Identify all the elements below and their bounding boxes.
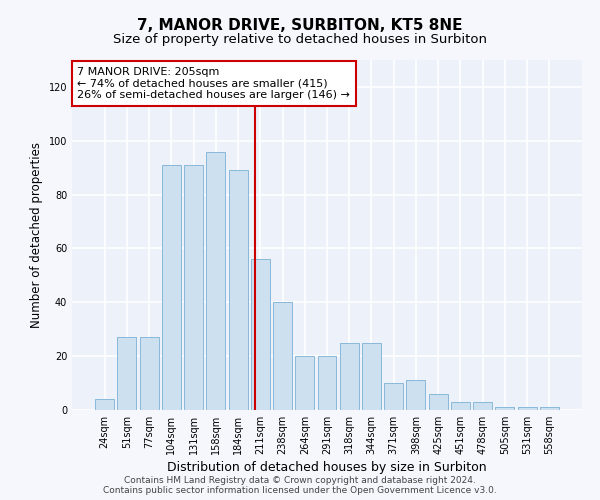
Bar: [95, 399, 114, 410]
Text: Contains HM Land Registry data © Crown copyright and database right 2024.
Contai: Contains HM Land Registry data © Crown c…: [103, 476, 497, 495]
Text: Size of property relative to detached houses in Surbiton: Size of property relative to detached ho…: [113, 32, 487, 46]
Bar: [540, 408, 559, 410]
Bar: [429, 394, 448, 410]
Bar: [451, 402, 470, 410]
Bar: [206, 152, 225, 410]
Bar: [118, 338, 136, 410]
Bar: [362, 342, 381, 410]
Bar: [473, 402, 492, 410]
X-axis label: Distribution of detached houses by size in Surbiton: Distribution of detached houses by size …: [167, 461, 487, 474]
Bar: [184, 165, 203, 410]
Bar: [162, 165, 181, 410]
Bar: [295, 356, 314, 410]
Bar: [229, 170, 248, 410]
Bar: [140, 338, 158, 410]
Bar: [317, 356, 337, 410]
Bar: [384, 383, 403, 410]
Bar: [340, 342, 359, 410]
Bar: [518, 408, 536, 410]
Bar: [496, 408, 514, 410]
Bar: [273, 302, 292, 410]
Text: 7 MANOR DRIVE: 205sqm
← 74% of detached houses are smaller (415)
26% of semi-det: 7 MANOR DRIVE: 205sqm ← 74% of detached …: [77, 67, 350, 100]
Text: 7, MANOR DRIVE, SURBITON, KT5 8NE: 7, MANOR DRIVE, SURBITON, KT5 8NE: [137, 18, 463, 32]
Y-axis label: Number of detached properties: Number of detached properties: [30, 142, 43, 328]
Bar: [251, 259, 270, 410]
Bar: [406, 380, 425, 410]
